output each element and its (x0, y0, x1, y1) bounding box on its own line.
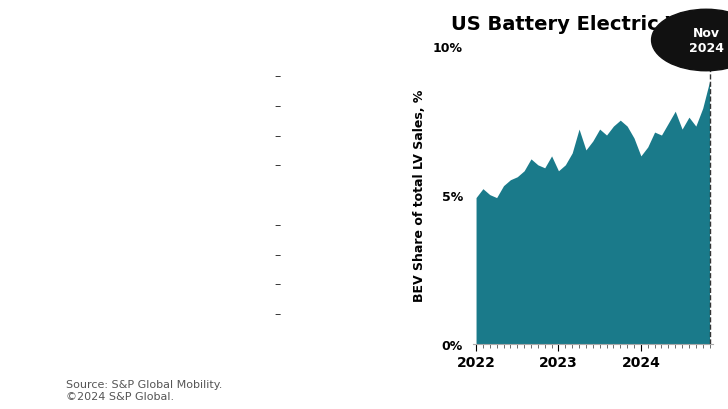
Text: –: – (274, 278, 280, 291)
Text: Source: S&P Global Mobility.
©2024 S&P Global.: Source: S&P Global Mobility. ©2024 S&P G… (66, 379, 222, 401)
Y-axis label: BEV Share of total LV Sales, %: BEV Share of total LV Sales, % (413, 89, 426, 301)
Text: US Battery Electric Vehicle Sales Share: US Battery Electric Vehicle Sales Share (451, 15, 728, 34)
Text: –: – (274, 308, 280, 321)
Text: –: – (274, 159, 280, 172)
Text: –: – (274, 218, 280, 231)
Text: –: – (274, 99, 280, 112)
Text: –: – (274, 248, 280, 261)
Text: –: – (274, 70, 280, 83)
Text: –: – (274, 129, 280, 142)
Text: Nov
2024: Nov 2024 (689, 27, 724, 55)
